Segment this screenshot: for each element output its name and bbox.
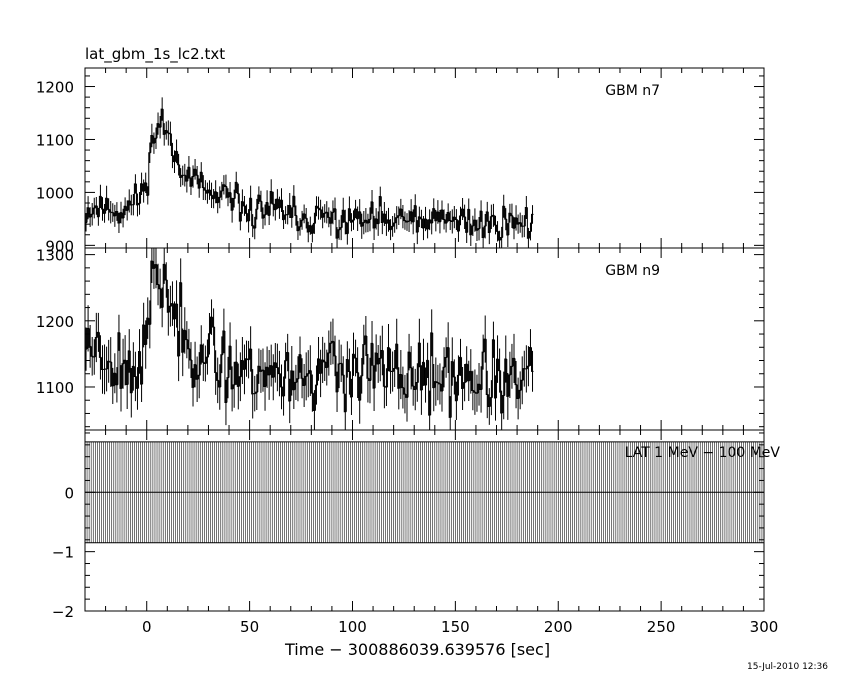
timestamp: 15-Jul-2010 12:36 (747, 662, 829, 672)
x-tick-label: 250 (647, 618, 676, 636)
y-tick-label: 1200 (36, 313, 74, 331)
y-tick-label: −2 (52, 603, 74, 621)
x-axis-title: Time − 300886039.639576 [sec] (285, 640, 551, 659)
y-tick-label: 1200 (36, 79, 74, 97)
series-line (85, 97, 534, 248)
x-tick-label: 100 (338, 618, 367, 636)
series-line (85, 248, 534, 430)
panel-label: GBM n7 (605, 83, 660, 99)
x-tick-label: 150 (441, 618, 470, 636)
y-tick-label: 0 (64, 484, 74, 502)
panel-label: LAT 1 MeV − 100 MeV (625, 445, 781, 461)
panel-label: GBM n9 (605, 263, 660, 279)
y-tick-label: 1300 (36, 247, 74, 265)
panel-frame (84, 429, 765, 612)
y-tick-label: 1100 (36, 131, 74, 149)
y-tick-label: −1 (52, 544, 74, 562)
y-tick-label: 1000 (36, 184, 74, 202)
x-tick-label: 200 (544, 618, 573, 636)
file-title: lat_gbm_1s_lc2.txt (85, 45, 226, 63)
y-tick-label: 1100 (36, 379, 74, 397)
y-tick-label: 900 (45, 237, 74, 255)
x-tick-label: 50 (240, 618, 259, 636)
x-tick-label: 300 (750, 618, 779, 636)
x-tick-label: 0 (142, 618, 152, 636)
